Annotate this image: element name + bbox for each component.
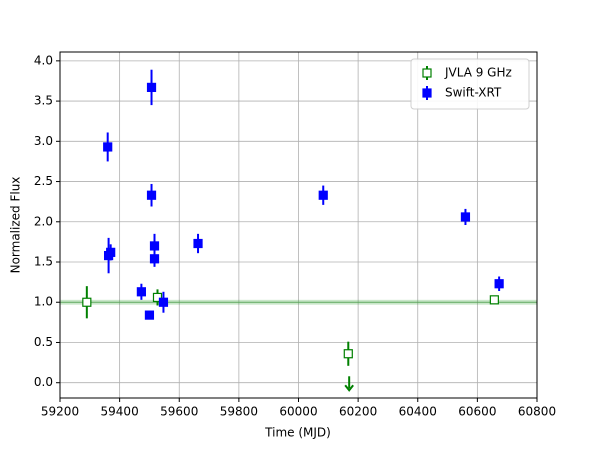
legend-box [410, 58, 530, 110]
marker [149, 254, 160, 264]
x-tick-label: 60800 [518, 405, 556, 419]
marker [318, 190, 328, 200]
y-tick-label: 2.5 [34, 174, 53, 188]
y-tick-label: 3.5 [34, 94, 53, 108]
x-axis-label: Time (MJD) [264, 426, 331, 440]
marker [136, 287, 146, 297]
y-tick-label: 0.0 [34, 375, 53, 389]
x-tick-label: 59600 [160, 405, 198, 419]
x-tick-label: 60200 [339, 405, 377, 419]
y-tick-label: 3.0 [34, 134, 53, 148]
marker [152, 292, 163, 303]
marker [106, 247, 116, 257]
y-tick-label: 2.0 [34, 214, 53, 228]
legend-marker [422, 68, 432, 78]
legend-marker [422, 88, 432, 98]
marker [103, 142, 113, 152]
x-tick-label: 60000 [279, 405, 317, 419]
x-tick-label: 59400 [101, 405, 139, 419]
y-tick-label: 4.0 [34, 53, 53, 67]
x-tick-label: 60600 [458, 405, 496, 419]
legend-label: Swift-XRT [445, 86, 502, 100]
marker [494, 279, 504, 289]
plot-frame [59, 51, 538, 399]
marker [158, 297, 169, 307]
marker [146, 82, 157, 93]
marker [149, 241, 160, 251]
y-tick-label: 1.5 [34, 255, 53, 269]
legend-label: JVLA 9 GHz [444, 66, 512, 80]
y-axis-label: Normalized Flux [9, 177, 23, 274]
marker [460, 212, 471, 222]
marker [343, 349, 353, 359]
marker [489, 295, 499, 305]
marker [193, 238, 203, 249]
y-tick-label: 0.5 [34, 335, 53, 349]
x-tick-label: 59800 [220, 405, 258, 419]
marker [146, 190, 157, 200]
upper-limit-arrow [344, 384, 354, 392]
x-tick-label: 59200 [41, 405, 79, 419]
marker [144, 310, 155, 320]
x-tick-label: 60400 [399, 405, 437, 419]
y-tick-label: 1.0 [34, 295, 53, 309]
marker [82, 297, 92, 307]
